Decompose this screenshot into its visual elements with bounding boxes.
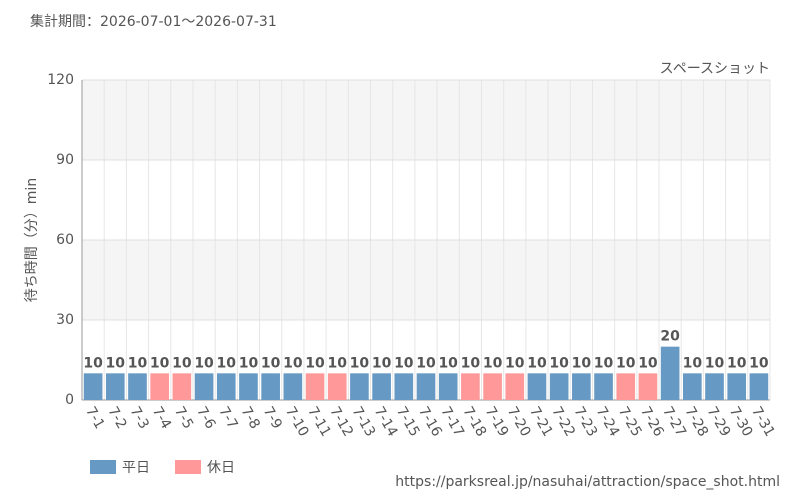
legend-swatch — [175, 460, 201, 474]
bar — [505, 373, 525, 400]
legend-swatch — [90, 460, 116, 474]
data-label: 10 — [128, 355, 148, 371]
data-label: 10 — [305, 355, 325, 371]
bar — [461, 373, 480, 400]
source-url: https://parksreal.jp/nasuhai/attraction/… — [395, 474, 780, 490]
bar — [128, 373, 147, 400]
bar — [549, 373, 569, 400]
chart-title: 集計期間：2026-07-01～2026-07-31 — [30, 13, 277, 30]
bar — [105, 373, 125, 400]
bar — [527, 373, 547, 400]
bar — [705, 373, 724, 400]
data-label: 20 — [660, 329, 680, 345]
y-tick-label: 90 — [56, 152, 74, 168]
data-label: 10 — [239, 355, 259, 371]
bar — [683, 373, 702, 400]
x-tick-label: 7-8 — [238, 404, 263, 432]
x-tick-label: 7-4 — [149, 404, 174, 432]
bar — [372, 373, 391, 400]
x-tick-label: 7-2 — [104, 404, 129, 432]
data-label: 10 — [372, 355, 392, 371]
legend-label: 平日 — [122, 460, 150, 476]
data-label: 10 — [616, 355, 636, 371]
x-tick-label: 7-1 — [82, 404, 107, 432]
data-label: 10 — [749, 355, 769, 371]
data-label: 10 — [416, 355, 436, 371]
x-tick-label: 7-9 — [260, 404, 285, 432]
data-label: 10 — [527, 355, 547, 371]
data-label: 10 — [483, 355, 503, 371]
bar — [283, 373, 303, 400]
bar — [660, 346, 680, 400]
y-tick-label: 0 — [65, 392, 74, 408]
bar — [483, 373, 502, 400]
data-label: 10 — [505, 355, 525, 371]
data-label: 10 — [350, 355, 370, 371]
bar — [194, 373, 214, 400]
x-tick-label: 7-31 — [748, 404, 778, 440]
bar — [261, 373, 280, 400]
bar — [172, 373, 192, 400]
data-label: 10 — [594, 355, 614, 371]
bar — [572, 373, 591, 400]
data-label: 10 — [327, 355, 347, 371]
y-tick-label: 120 — [47, 72, 74, 88]
data-label: 10 — [106, 355, 126, 371]
bar — [638, 373, 658, 400]
data-label: 10 — [217, 355, 237, 371]
data-label: 10 — [727, 355, 747, 371]
bar — [727, 373, 747, 400]
x-tick-label: 7-6 — [193, 404, 218, 432]
y-axis-label: 待ち時間（分）min — [24, 178, 40, 302]
x-tick-label: 7-7 — [215, 404, 240, 432]
bar — [594, 373, 613, 400]
bar — [83, 373, 103, 400]
data-label: 10 — [261, 355, 281, 371]
data-label: 10 — [705, 355, 725, 371]
data-label: 10 — [194, 355, 214, 371]
bar — [216, 373, 236, 400]
bar — [749, 373, 769, 400]
x-tick-label: 7-5 — [171, 404, 196, 432]
y-tick-label: 30 — [56, 312, 74, 328]
data-label: 10 — [150, 355, 170, 371]
bar — [305, 373, 325, 400]
bar — [616, 373, 636, 400]
data-label: 10 — [683, 355, 703, 371]
data-label: 10 — [283, 355, 303, 371]
data-label: 10 — [572, 355, 592, 371]
data-label: 10 — [83, 355, 103, 371]
data-label: 10 — [394, 355, 414, 371]
bar — [394, 373, 414, 400]
data-label: 10 — [438, 355, 458, 371]
bar — [416, 373, 436, 400]
data-label: 10 — [549, 355, 569, 371]
data-label: 10 — [172, 355, 192, 371]
grid-band — [82, 240, 770, 320]
legend-label: 休日 — [207, 460, 235, 476]
y-tick-label: 60 — [56, 232, 74, 248]
bar — [327, 373, 347, 400]
chart-subtitle: スペースショット — [660, 61, 770, 77]
bar — [239, 373, 258, 400]
bar — [150, 373, 169, 400]
x-tick-label: 7-3 — [127, 404, 152, 432]
data-label: 10 — [638, 355, 658, 371]
bar — [438, 373, 458, 400]
data-label: 10 — [461, 355, 481, 371]
bar — [350, 373, 369, 400]
grid-band — [82, 80, 770, 160]
